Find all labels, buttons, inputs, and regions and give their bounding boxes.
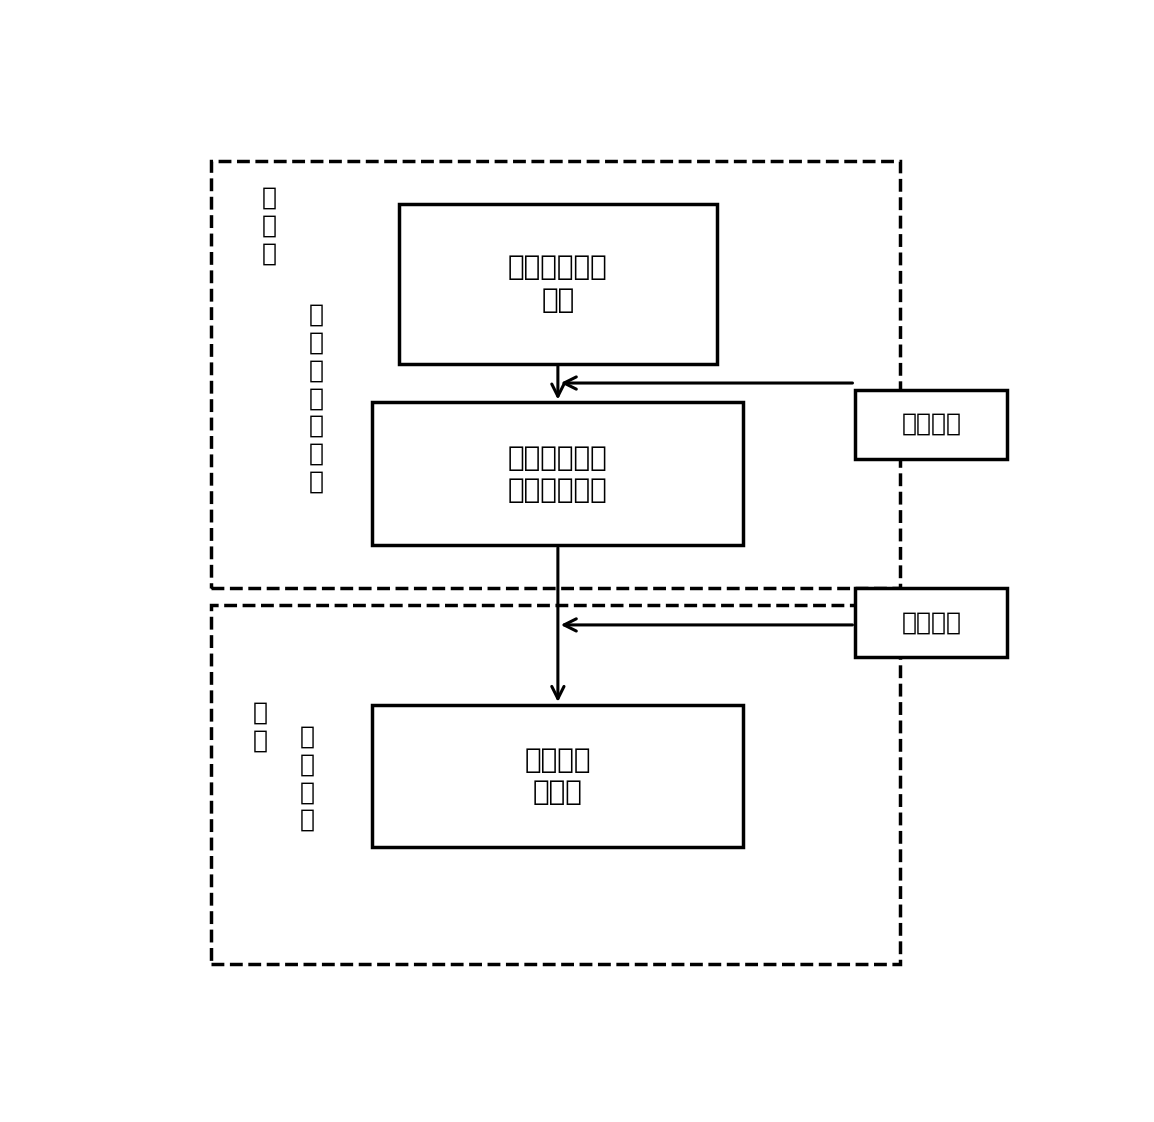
Text: 随
机
森
林: 随 机 森 林 (300, 725, 315, 833)
Text: 训练数据: 训练数据 (901, 412, 961, 436)
Bar (373, 403, 743, 545)
Bar (855, 389, 1007, 459)
Text: 测试数据: 测试数据 (901, 610, 961, 635)
Bar (211, 160, 900, 588)
Bar (399, 204, 717, 364)
Bar (211, 606, 900, 964)
Text: 系统映射关系
建模: 系统映射关系 建模 (508, 254, 608, 314)
Text: 随机森林
分类器: 随机森林 分类器 (525, 746, 591, 807)
Text: 分
类: 分 类 (253, 700, 268, 753)
Text: 随
机
森
林
的
建
立: 随 机 森 林 的 建 立 (308, 303, 323, 494)
Text: 和
训
练: 和 训 练 (262, 185, 277, 265)
Bar (855, 588, 1007, 657)
Text: 建立和训练随
机森林分类器: 建立和训练随 机森林分类器 (508, 443, 608, 504)
Bar (373, 705, 743, 847)
